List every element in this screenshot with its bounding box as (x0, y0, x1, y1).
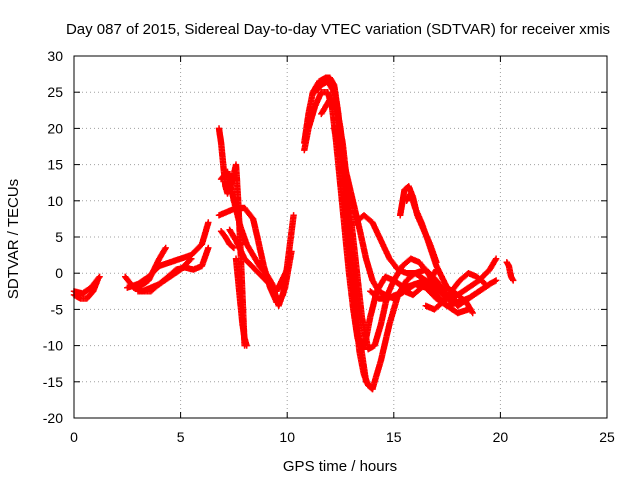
data-point-markers (134, 244, 169, 291)
data-series (156, 255, 195, 288)
data-series (232, 255, 250, 349)
y-tick-labels: -20 -15 -10 -5 0 5 10 15 20 25 30 (43, 48, 63, 426)
x-tick-label: 10 (279, 429, 295, 445)
x-tick-label: 20 (493, 429, 509, 445)
y-tick-label: 0 (55, 265, 63, 281)
x-tick-label: 25 (599, 429, 615, 445)
chart-title: Day 087 of 2015, Sidereal Day-to-day VTE… (66, 21, 610, 38)
y-tick-label: 25 (47, 84, 63, 100)
y-axis-label: SDTVAR / TECUs (5, 179, 22, 299)
x-tick-labels: 0 5 10 15 20 25 (70, 429, 615, 445)
x-tick-label: 0 (70, 429, 78, 445)
data-point-markers (156, 255, 195, 288)
x-tick-label: 5 (177, 429, 185, 445)
x-tick-label: 15 (386, 429, 402, 445)
y-tick-label: -5 (51, 301, 64, 317)
data-point-markers (352, 212, 493, 309)
y-tick-label: -10 (43, 338, 63, 354)
data-series (352, 212, 493, 309)
data-series (422, 270, 489, 313)
data-point-markers (226, 226, 291, 295)
y-tick-label: 20 (47, 120, 63, 136)
data-point-markers (367, 266, 440, 302)
data-point-markers (217, 228, 238, 252)
y-tick-label: -15 (43, 374, 63, 390)
data-series (226, 226, 291, 295)
y-tick-label: 30 (47, 48, 63, 64)
y-tick-label: 10 (47, 193, 63, 209)
data-point-markers (503, 259, 517, 284)
x-axis-label: GPS time / hours (283, 458, 397, 475)
y-tick-label: 5 (55, 229, 63, 245)
data-series (367, 266, 440, 302)
axis-ticks (73, 55, 608, 419)
y-tick-label: 15 (47, 157, 63, 173)
data-point-markers (232, 255, 250, 349)
grid (74, 56, 607, 418)
data-series (134, 244, 169, 291)
data-point-markers (422, 270, 489, 313)
data-series (217, 228, 238, 252)
data-series (503, 259, 517, 284)
data-points (70, 74, 517, 393)
y-tick-label: -20 (43, 410, 63, 426)
